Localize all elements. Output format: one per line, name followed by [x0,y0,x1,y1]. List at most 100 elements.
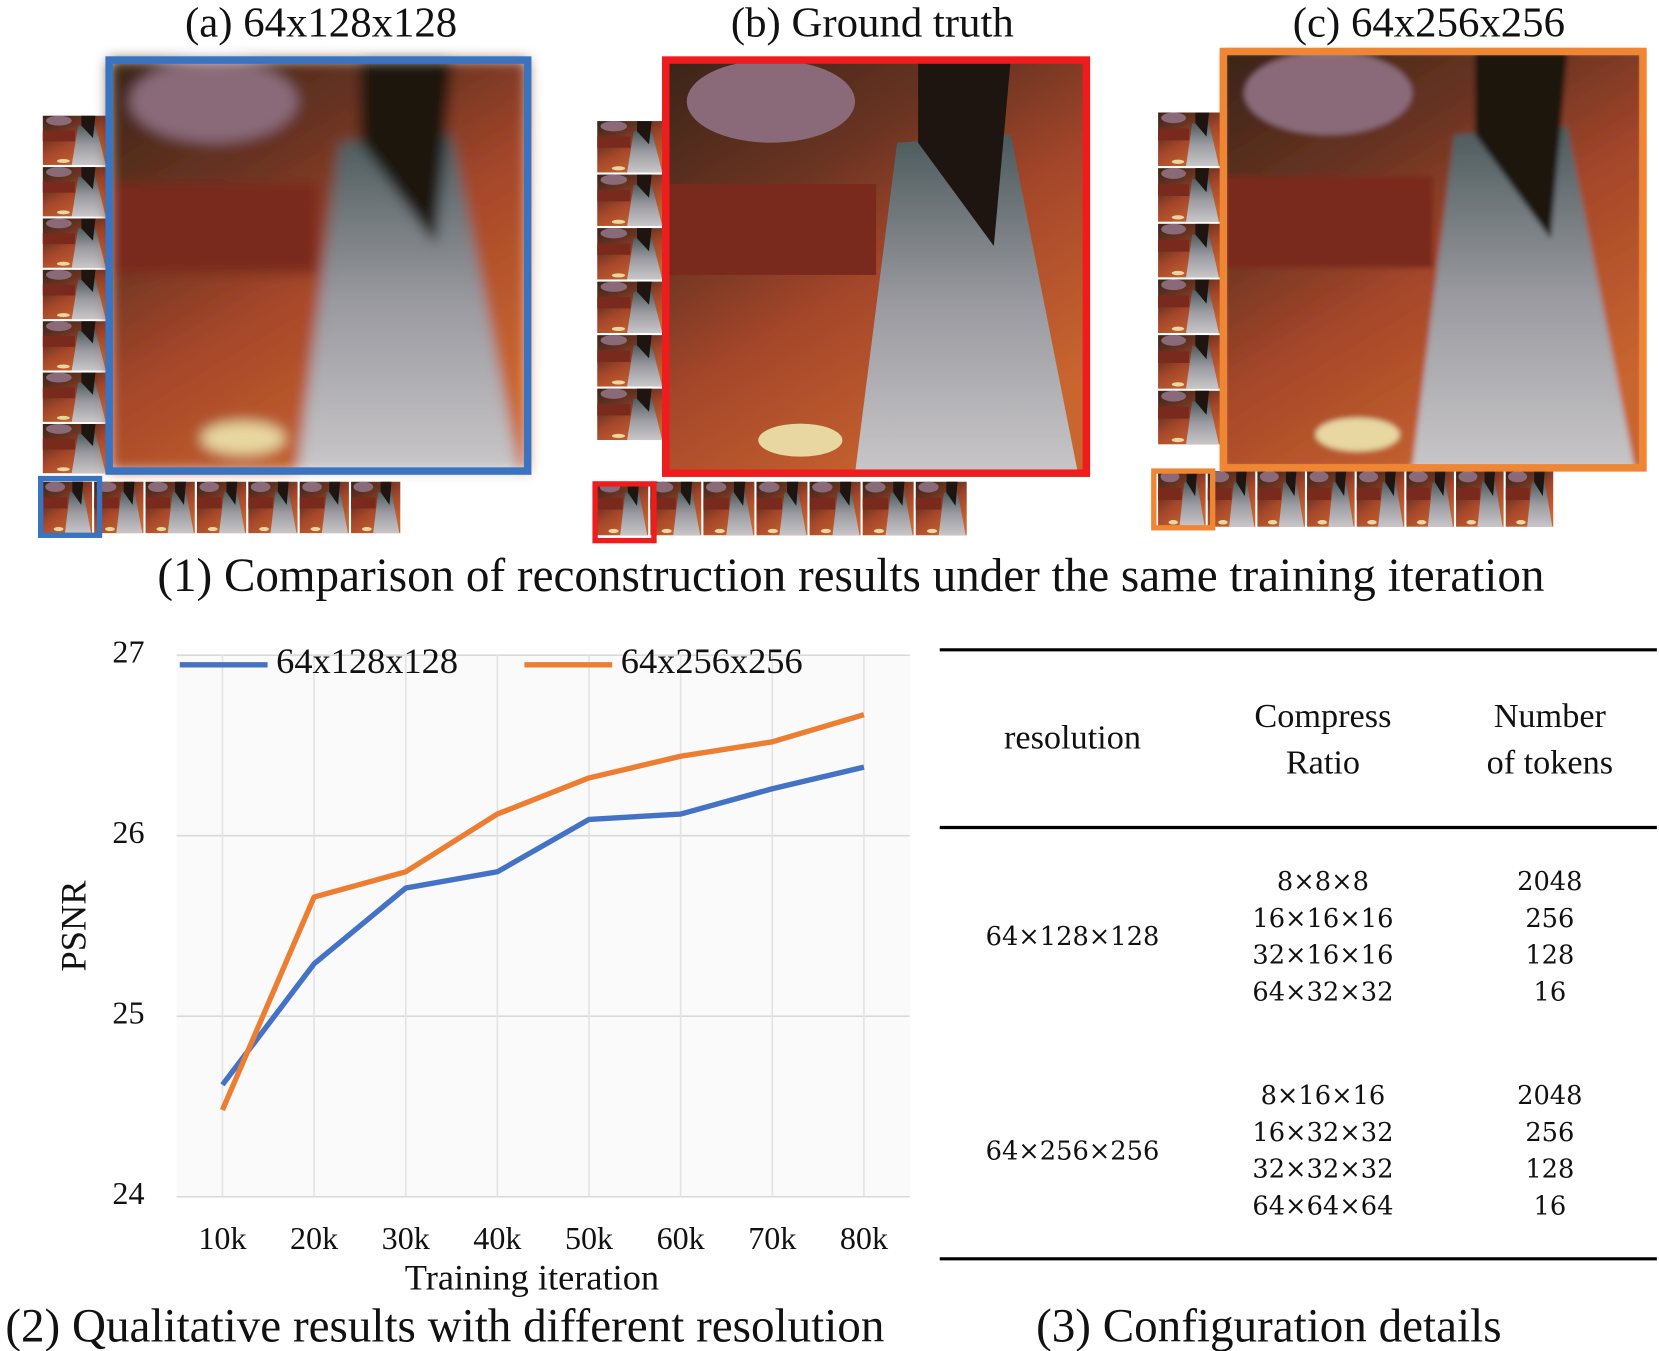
hair [918,60,1011,246]
image [42,423,108,474]
hair [1484,471,1496,497]
sofa [1158,239,1190,252]
hair [1534,471,1545,497]
bowl [1171,437,1185,443]
flowers [1259,471,1279,483]
x-tick-label: 60k [657,1220,706,1256]
table-cell: 2048 [1517,1081,1582,1111]
dress [1278,481,1304,527]
sofa [915,497,942,510]
flowers [353,481,374,493]
sofa [809,497,836,510]
sofa [597,297,631,309]
sofa [597,350,631,362]
sofa [42,335,75,347]
flowers [1161,223,1187,235]
image [145,481,195,534]
series-line [220,764,865,1087]
flowers [865,481,886,493]
sofa [196,497,222,509]
dress [627,237,663,280]
sofa [42,497,68,509]
hair [175,481,186,505]
image [756,481,808,536]
image [597,281,664,333]
highlight-box [592,481,657,544]
hair [787,481,799,506]
image [1223,51,1643,468]
sofa [650,497,676,510]
dress [219,491,246,534]
dress [1427,481,1453,527]
x-tick-label: 10k [198,1220,247,1256]
bowl [1317,520,1328,525]
y-axis-label: PSNR [53,880,93,972]
image [597,335,664,387]
sofa [597,243,631,255]
sofa [351,497,376,509]
flowers [46,115,72,126]
table-cell: 128 [1525,1155,1574,1185]
dress [321,491,348,534]
image [809,481,861,536]
sofa [1307,487,1331,501]
highlight-frame [1219,47,1647,472]
image [42,321,108,371]
sofa [703,497,729,510]
image [351,481,401,534]
bowl [611,326,626,331]
bowl [873,528,885,534]
dress [1186,122,1219,167]
image [1257,471,1305,527]
image [597,228,664,280]
panel: (b) Ground truth [592,0,1091,544]
image [42,167,108,217]
x-tick-label: 40k [473,1220,522,1256]
dress [1229,481,1255,527]
sofa [1406,487,1431,501]
hair [637,228,652,252]
sofa [597,190,631,202]
image [1158,390,1221,445]
flowers [46,321,72,332]
bowl [156,526,167,532]
table-cell: 16×32×32 [1252,1118,1393,1148]
flowers [130,60,298,143]
image [1456,471,1504,527]
bowl [56,467,70,472]
table-cell: 64×256×256 [986,1136,1160,1166]
sofa [1158,128,1190,141]
hair [733,481,746,506]
sofa [1158,406,1190,419]
table-cell: 8×8×8 [1277,867,1369,897]
dress [1186,344,1219,389]
hair [1434,471,1446,497]
panel-label: (b) Ground truth [731,0,1014,47]
table-header: Ratio [1286,743,1360,781]
bowl [758,423,843,457]
flowers [705,481,727,493]
image [862,481,914,536]
bowl [1171,326,1185,331]
sofa [1158,351,1190,363]
flowers [1160,471,1180,483]
bowl [56,415,70,420]
image [42,481,93,534]
flowers [302,481,322,493]
dress [627,397,663,441]
bowl [767,528,778,534]
flowers [1161,112,1187,124]
bowl [661,528,672,534]
sofa [597,136,631,148]
flowers [918,481,939,493]
flowers [1458,471,1478,483]
image [1307,471,1355,527]
hair [81,423,96,447]
dress [673,491,701,536]
x-tick-label: 50k [565,1220,614,1256]
dress [71,175,106,217]
hair [277,481,289,505]
hair [81,372,96,395]
bowl [1171,382,1185,387]
sofa [42,233,75,245]
